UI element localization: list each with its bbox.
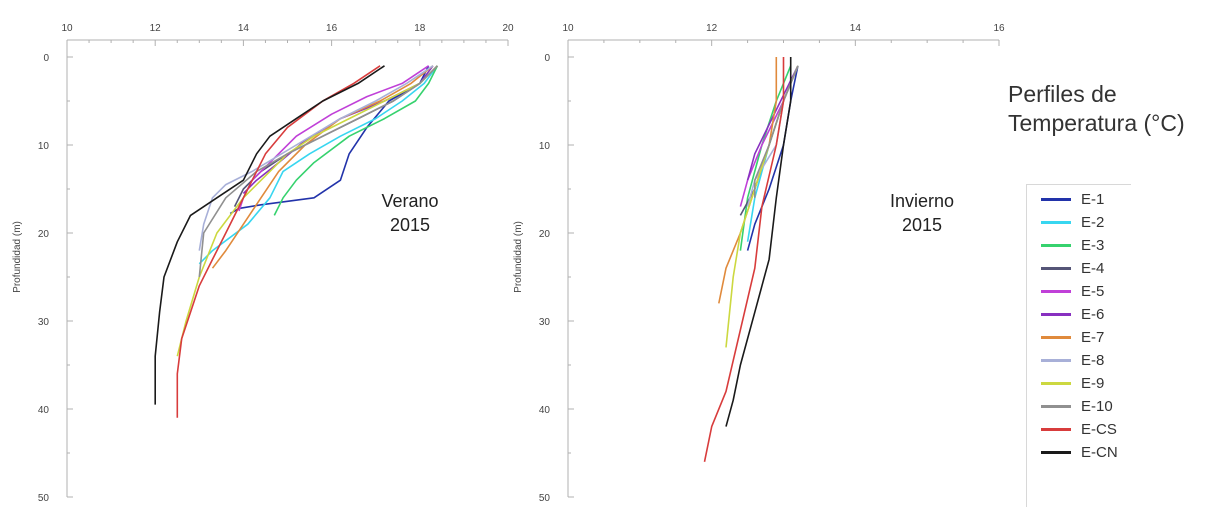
series-line-e-3 — [273, 65, 439, 216]
legend-swatch — [1041, 427, 1071, 431]
series-line-e-4 — [233, 65, 438, 207]
legend-item: E-3 — [1041, 235, 1104, 255]
legend-swatch — [1041, 358, 1071, 362]
series-line-e-8 — [198, 65, 434, 251]
legend-item: E-CS — [1041, 419, 1117, 439]
x-tick-label: 20 — [502, 23, 514, 34]
series-line-e-1 — [229, 65, 430, 215]
legend-swatch — [1041, 243, 1071, 247]
series-line-e-6 — [746, 65, 799, 181]
legend-swatch — [1041, 266, 1071, 270]
legend-label: E-CS — [1081, 420, 1117, 438]
legend-title-line1: Perfiles de — [1008, 81, 1117, 107]
legend-label: E-7 — [1081, 328, 1105, 346]
legend-swatch — [1041, 312, 1071, 316]
x-tick-label: 14 — [238, 23, 250, 34]
series-line-e-9 — [176, 65, 438, 357]
y-tick-label: 10 — [539, 141, 551, 152]
chart-panel-1: 10 12 14 16 18 20 0 10 20 30 40 50 Profundidad (m) Ve… — [12, 23, 514, 504]
y-axis-label: Profundidad (m) — [513, 221, 524, 293]
series-line-e-cn — [725, 57, 792, 427]
series-line-e-cs — [703, 57, 785, 462]
x-tick-label: 14 — [850, 23, 862, 34]
legend-item: E-2 — [1041, 212, 1104, 232]
x-tick-label: 10 — [562, 23, 574, 34]
x-tick-label: 16 — [326, 23, 338, 34]
legend-swatch — [1041, 404, 1071, 408]
y-tick-label: 50 — [38, 493, 50, 504]
y-tick-label: 20 — [539, 229, 551, 240]
y-tick-label: 10 — [38, 141, 50, 152]
y-tick-label: 0 — [544, 53, 550, 64]
legend-title-line2: Temperatura (°C) — [1008, 110, 1185, 136]
legend-swatch — [1041, 335, 1071, 339]
legend-label: E-9 — [1081, 374, 1105, 392]
legend-label: E-1 — [1081, 190, 1105, 208]
legend-item: E-7 — [1041, 327, 1104, 347]
series-line-e-1 — [746, 65, 799, 251]
x-tick-label: 12 — [150, 23, 162, 34]
chart-panel-2: 10 12 14 16 0 10 20 30 40 50 Profundidad (m) Invier… — [513, 23, 1005, 504]
y-tick-label: 50 — [539, 493, 551, 504]
series-line-e-cn — [154, 65, 385, 405]
y-tick-label: 30 — [38, 317, 50, 328]
legend-swatch — [1041, 289, 1071, 293]
panel-title-line: Invierno — [890, 191, 954, 211]
x-tick-label: 10 — [61, 23, 73, 34]
panel-title-line: Verano — [381, 191, 438, 211]
series-line-e-10 — [753, 65, 799, 198]
legend-label: E-2 — [1081, 213, 1105, 231]
series-line-e-7 — [211, 65, 434, 269]
legend-item: E-8 — [1041, 350, 1104, 370]
legend-item: E-10 — [1041, 396, 1113, 416]
legend-label: E-8 — [1081, 351, 1105, 369]
legend-label: E-3 — [1081, 236, 1105, 254]
y-tick-label: 40 — [539, 405, 551, 416]
legend-swatch — [1041, 381, 1071, 385]
legend-item: E-1 — [1041, 189, 1104, 209]
legend-label: E-6 — [1081, 305, 1105, 323]
y-tick-label: 40 — [38, 405, 50, 416]
x-tick-label: 18 — [414, 23, 426, 34]
legend-box: E-1 E-2 E-3 E-4 E-5 E-6 E-7 E-8 E-9 E-10 E-CS E-CN — [1026, 184, 1131, 507]
series-line-e-2 — [198, 65, 439, 265]
panel-title-line: 2015 — [390, 215, 430, 235]
legend-item: E-5 — [1041, 281, 1104, 301]
y-tick-label: 30 — [539, 317, 551, 328]
y-tick-label: 0 — [43, 53, 49, 64]
panel-title-line: 2015 — [902, 215, 942, 235]
x-tick-label: 16 — [993, 23, 1005, 34]
legend-label: E-CN — [1081, 443, 1118, 461]
legend-item: E-9 — [1041, 373, 1104, 393]
legend-swatch — [1041, 450, 1071, 454]
legend-swatch — [1041, 220, 1071, 224]
series-line-e-10 — [198, 65, 438, 278]
legend-item: E-6 — [1041, 304, 1104, 324]
legend-label: E-4 — [1081, 259, 1105, 277]
y-tick-label: 20 — [38, 229, 50, 240]
legend-title: Perfiles de Temperatura (°C) — [1008, 80, 1223, 138]
legend-swatch — [1041, 197, 1071, 201]
y-axis-label: Profundidad (m) — [12, 221, 23, 293]
legend-item: E-4 — [1041, 258, 1104, 278]
x-tick-label: 12 — [706, 23, 718, 34]
legend-label: E-10 — [1081, 397, 1113, 415]
legend-label: E-5 — [1081, 282, 1105, 300]
legend-item: E-CN — [1041, 442, 1118, 462]
